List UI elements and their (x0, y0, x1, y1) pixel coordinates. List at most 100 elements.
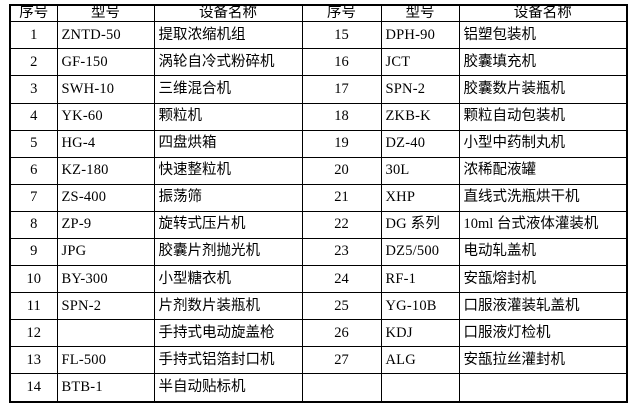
cell-name-left: 颗粒机 (153, 102, 303, 131)
cell-name-left: 振荡筛 (153, 183, 303, 212)
cell-seq-right: 18 (301, 102, 382, 131)
table-row: 7 ZS-400 振荡筛 21 XHP 直线式洗瓶烘干机 (9, 183, 628, 212)
cell-model-right (380, 373, 460, 403)
cell-seq-right: 15 (301, 21, 382, 50)
cell-name-left: 快速整粒机 (153, 156, 303, 185)
cell-seq-left: 9 (9, 237, 58, 267)
table-row: 11 SPN-2 片剂数片装瓶机 25 YG-10B 口服液灌装轧盖机 (9, 292, 628, 321)
cell-name-left: 三维混合机 (153, 75, 303, 104)
header-name-left: 设备名称 (153, 4, 303, 23)
cell-seq-right: 20 (301, 156, 382, 185)
equipment-table-container: 序号 型号 设备名称 序号 型号 设备名称 1 ZNTD-50 提取浓缩机组 15 DP… (9, 4, 628, 403)
table-row: 1 ZNTD-50 提取浓缩机组 15 DPH-90 铝塑包装机 (9, 21, 628, 50)
cell-model-left: BY-300 (56, 265, 155, 294)
cell-name-right: 安瓿拉丝灌封机 (458, 346, 628, 375)
cell-name-left: 手持式铝箔封口机 (153, 346, 303, 375)
cell-seq-right: 22 (301, 210, 382, 239)
table-row: 4 YK-60 颗粒机 18 ZKB-K 颗粒自动包装机 (9, 102, 628, 131)
cell-model-right: DPH-90 (380, 21, 460, 50)
table-row: 5 HG-4 四盘烘箱 19 DZ-40 小型中药制丸机 (9, 129, 628, 158)
cell-name-right: 电动轧盖机 (458, 237, 628, 267)
header-seq-left: 序号 (9, 4, 58, 23)
cell-model-left: BTB-1 (56, 373, 155, 403)
cell-model-right: DG 系列 (380, 210, 460, 239)
cell-model-left: ZNTD-50 (56, 21, 155, 50)
cell-name-right: 小型中药制丸机 (458, 129, 628, 158)
table-row: 10 BY-300 小型糖衣机 24 RF-1 安瓿熔封机 (9, 265, 628, 294)
cell-model-left: HG-4 (56, 129, 155, 158)
cell-name-right: 直线式洗瓶烘干机 (458, 183, 628, 212)
cell-model-right: XHP (380, 183, 460, 212)
cell-seq-right: 17 (301, 75, 382, 104)
cell-seq-right: 16 (301, 48, 382, 77)
header-seq-right: 序号 (301, 4, 382, 23)
cell-seq-left: 12 (9, 319, 58, 348)
cell-model-left: SPN-2 (56, 292, 155, 321)
equipment-table: 序号 型号 设备名称 序号 型号 设备名称 1 ZNTD-50 提取浓缩机组 15 DP… (9, 4, 628, 403)
cell-seq-right: 26 (301, 319, 382, 348)
table-row: 9 JPG 胶囊片剂抛光机 23 DZ5/500 电动轧盖机 (9, 237, 628, 267)
cell-seq-right: 25 (301, 292, 382, 321)
header-model-right: 型号 (380, 4, 460, 23)
cell-name-right: 胶囊填充机 (458, 48, 628, 77)
cell-model-left: GF-150 (56, 48, 155, 77)
cell-name-right: 10ml 台式液体灌装机 (458, 210, 628, 239)
table-row: 13 FL-500 手持式铝箔封口机 27 ALG 安瓿拉丝灌封机 (9, 346, 628, 375)
cell-seq-left: 7 (9, 183, 58, 212)
cell-model-left: ZS-400 (56, 183, 155, 212)
cell-model-left: SWH-10 (56, 75, 155, 104)
cell-seq-right: 24 (301, 265, 382, 294)
cell-model-right: DZ5/500 (380, 237, 460, 267)
cell-model-right: KDJ (380, 319, 460, 348)
cell-model-right: ALG (380, 346, 460, 375)
cell-name-left: 提取浓缩机组 (153, 21, 303, 50)
table-row: 14 BTB-1 半自动贴标机 (9, 373, 628, 403)
cell-seq-left: 10 (9, 265, 58, 294)
cell-name-right: 口服液灯检机 (458, 319, 628, 348)
cell-model-left: FL-500 (56, 346, 155, 375)
cell-seq-right: 23 (301, 237, 382, 267)
cell-name-left: 手持式电动旋盖枪 (153, 319, 303, 348)
cell-model-left (56, 319, 155, 348)
cell-model-right: JCT (380, 48, 460, 77)
cell-name-right (458, 373, 628, 403)
cell-seq-left: 13 (9, 346, 58, 375)
cell-seq-left: 4 (9, 102, 58, 131)
cell-name-left: 胶囊片剂抛光机 (153, 237, 303, 267)
cell-seq-left: 3 (9, 75, 58, 104)
cell-seq-right: 27 (301, 346, 382, 375)
cell-name-right: 口服液灌装轧盖机 (458, 292, 628, 321)
header-model-left: 型号 (56, 4, 155, 23)
cell-name-left: 小型糖衣机 (153, 265, 303, 294)
cell-model-left: KZ-180 (56, 156, 155, 185)
cell-seq-left: 14 (9, 373, 58, 403)
cell-model-left: JPG (56, 237, 155, 267)
cell-seq-left: 11 (9, 292, 58, 321)
cell-seq-left: 1 (9, 21, 58, 50)
table-row: 6 KZ-180 快速整粒机 20 30L 浓稀配液罐 (9, 156, 628, 185)
cell-model-left: YK-60 (56, 102, 155, 131)
cell-seq-right: 21 (301, 183, 382, 212)
table-row: 2 GF-150 涡轮自冷式粉碎机 16 JCT 胶囊填充机 (9, 48, 628, 77)
cell-name-left: 涡轮自冷式粉碎机 (153, 48, 303, 77)
cell-seq-right (301, 373, 382, 403)
header-name-right: 设备名称 (458, 4, 628, 23)
cell-model-right: RF-1 (380, 265, 460, 294)
cell-name-right: 安瓿熔封机 (458, 265, 628, 294)
cell-name-left: 四盘烘箱 (153, 129, 303, 158)
cell-seq-left: 8 (9, 210, 58, 239)
table-row: 8 ZP-9 旋转式压片机 22 DG 系列 10ml 台式液体灌装机 (9, 210, 628, 239)
cell-name-left: 片剂数片装瓶机 (153, 292, 303, 321)
table-body: 1 ZNTD-50 提取浓缩机组 15 DPH-90 铝塑包装机 2 GF-150 涡轮自冷式粉… (9, 21, 628, 403)
cell-model-right: SPN-2 (380, 75, 460, 104)
cell-seq-left: 5 (9, 129, 58, 158)
cell-seq-left: 2 (9, 48, 58, 77)
table-header-row: 序号 型号 设备名称 序号 型号 设备名称 (9, 4, 628, 23)
cell-name-right: 颗粒自动包装机 (458, 102, 628, 131)
cell-model-left: ZP-9 (56, 210, 155, 239)
cell-name-right: 浓稀配液罐 (458, 156, 628, 185)
cell-seq-left: 6 (9, 156, 58, 185)
cell-name-right: 胶囊数片装瓶机 (458, 75, 628, 104)
cell-seq-right: 19 (301, 129, 382, 158)
cell-name-left: 半自动贴标机 (153, 373, 303, 403)
